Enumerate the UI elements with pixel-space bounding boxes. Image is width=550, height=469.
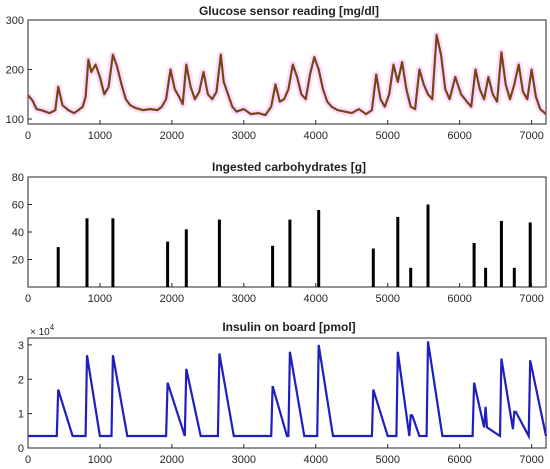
glucose-trace bbox=[27, 34, 547, 116]
x-tick-label: 6000 bbox=[447, 293, 471, 305]
y-tick-label: 60 bbox=[12, 200, 24, 212]
x-tick-label: 4000 bbox=[304, 130, 328, 142]
x-tick-label: 1000 bbox=[88, 293, 112, 305]
carbs-ticks: 0 1000 2000 3000 4000 5000 6000 7000 20 40 60 80 bbox=[12, 172, 544, 305]
x-tick-label: 4000 bbox=[304, 293, 328, 305]
insulin-title: Insulin on board [pmol] bbox=[222, 320, 355, 334]
carbs-bars bbox=[56, 204, 532, 288]
x-tick-label: 3000 bbox=[232, 293, 256, 305]
y-tick-label: 200 bbox=[6, 65, 24, 77]
insulin-ticks: 0 1000 2000 3000 4000 5000 6000 7000 0 1 2 3 bbox=[18, 340, 544, 466]
carb-bar bbox=[426, 204, 430, 287]
glucose-panel: Glucose sensor reading [mg/dl] 0 1000 2000… bbox=[6, 4, 549, 142]
carbs-axes bbox=[27, 176, 547, 288]
insulin-axes bbox=[27, 337, 547, 449]
carbs-title: Ingested carbohydrates [g] bbox=[212, 160, 366, 174]
carb-bar bbox=[512, 267, 516, 288]
carb-bar bbox=[184, 229, 188, 288]
x-tick-label: 2000 bbox=[160, 454, 184, 466]
x-tick-label: 5000 bbox=[375, 293, 399, 305]
x-tick-label: 2000 bbox=[160, 293, 184, 305]
x-tick-label: 7000 bbox=[519, 130, 543, 142]
insulin-exponent-label: × 104 bbox=[30, 323, 55, 338]
x-tick-label: 3000 bbox=[232, 130, 256, 142]
carb-bar bbox=[484, 267, 488, 288]
carb-bar bbox=[499, 221, 503, 287]
y-tick-label: 100 bbox=[6, 114, 24, 126]
y-tick-label: 80 bbox=[12, 172, 24, 184]
x-tick-label: 0 bbox=[25, 293, 31, 305]
carb-bar bbox=[317, 210, 321, 287]
x-tick-label: 2000 bbox=[160, 130, 184, 142]
insulin-exponent-base: × 10 bbox=[30, 327, 50, 338]
x-tick-label: 7000 bbox=[519, 293, 543, 305]
y-tick-label: 40 bbox=[12, 227, 24, 239]
x-tick-label: 3000 bbox=[232, 454, 256, 466]
x-tick-label: 0 bbox=[25, 454, 31, 466]
carb-bar bbox=[56, 247, 60, 287]
y-tick-label: 3 bbox=[18, 340, 24, 352]
carb-bar bbox=[85, 218, 89, 288]
glucose-series bbox=[27, 33, 547, 117]
insulin-series bbox=[28, 341, 548, 441]
x-tick-label: 5000 bbox=[375, 130, 399, 142]
x-tick-label: 5000 bbox=[375, 454, 399, 466]
x-tick-label: 6000 bbox=[447, 130, 471, 142]
carb-bar bbox=[396, 216, 400, 287]
x-tick-label: 0 bbox=[25, 130, 31, 142]
carbs-panel: Ingested carbohydrates [g] 0 1000 2000 3000… bbox=[12, 160, 547, 305]
glucose-ticks: 0 1000 2000 3000 4000 5000 6000 7000 100 200 300 bbox=[6, 15, 544, 142]
insulin-exponent-power: 4 bbox=[50, 323, 55, 332]
x-tick-label: 4000 bbox=[304, 454, 328, 466]
x-tick-label: 7000 bbox=[519, 454, 543, 466]
y-tick-label: 1 bbox=[18, 409, 24, 421]
carb-bar bbox=[217, 219, 221, 287]
carb-bar bbox=[371, 248, 375, 287]
x-tick-label: 1000 bbox=[88, 130, 112, 142]
y-tick-label: 300 bbox=[6, 15, 24, 27]
y-tick-label: 2 bbox=[18, 374, 24, 386]
carb-bar bbox=[271, 245, 275, 288]
glucose-title: Glucose sensor reading [mg/dl] bbox=[199, 4, 379, 18]
y-tick-label: 0 bbox=[18, 443, 24, 455]
carb-bar bbox=[166, 241, 170, 287]
carb-bar bbox=[409, 267, 413, 288]
y-tick-label: 20 bbox=[12, 255, 24, 267]
insulin-panel: Insulin on board [pmol] × 104 0 1000 2000 3… bbox=[18, 320, 548, 466]
glucose-axes bbox=[27, 19, 547, 125]
carb-bar bbox=[288, 219, 292, 287]
x-tick-label: 1000 bbox=[88, 454, 112, 466]
insulin-trace bbox=[28, 341, 548, 441]
x-tick-label: 6000 bbox=[447, 454, 471, 466]
carb-bar bbox=[528, 222, 532, 287]
carb-bar bbox=[111, 218, 115, 288]
carb-bar bbox=[472, 243, 476, 287]
